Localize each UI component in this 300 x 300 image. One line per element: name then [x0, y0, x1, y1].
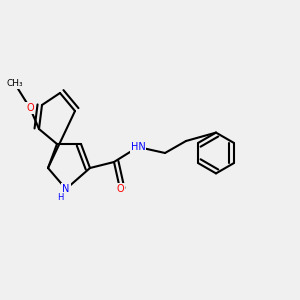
Text: HN: HN [130, 142, 146, 152]
Text: N: N [62, 184, 70, 194]
Text: CH₃: CH₃ [7, 80, 23, 88]
Text: O: O [26, 103, 34, 113]
Text: O: O [116, 184, 124, 194]
Text: H: H [57, 194, 63, 202]
